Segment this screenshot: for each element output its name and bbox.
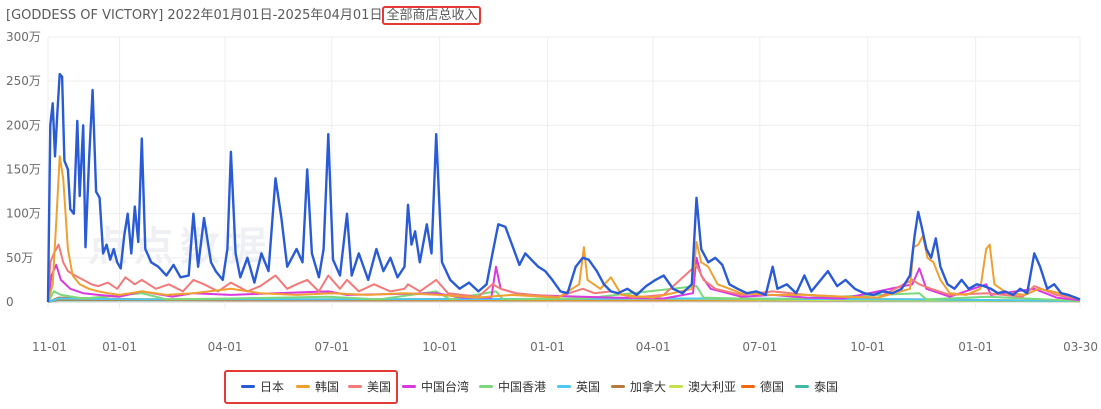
legend-label: 泰国 — [814, 380, 839, 394]
x-tick-label: 03-30 — [1063, 340, 1098, 354]
x-tick-label: 01-01 — [102, 340, 137, 354]
legend-swatch — [611, 385, 625, 388]
legend-swatch — [402, 385, 416, 388]
legend-item-canada[interactable]: 加拿大 — [611, 378, 666, 394]
legend-item-korea[interactable]: 韩国 — [296, 378, 339, 394]
x-tick-label: 04-01 — [208, 340, 243, 354]
legend-item-australia[interactable]: 澳大利亚 — [669, 378, 736, 394]
x-tick-label: 07-01 — [742, 340, 777, 354]
x-tick-label: 01-01 — [530, 340, 565, 354]
x-tick-label: 04-01 — [636, 340, 671, 354]
legend-label: 加拿大 — [630, 380, 667, 394]
y-tick-label: 300万 — [6, 30, 41, 44]
series-line-uk — [47, 297, 1081, 303]
y-tick-label: 250万 — [6, 74, 41, 88]
legend-item-germany[interactable]: 德国 — [741, 378, 784, 394]
legend-label: 中国台湾 — [421, 380, 470, 394]
legend-swatch — [741, 385, 755, 388]
legend-label: 英国 — [576, 380, 601, 394]
legend-swatch — [557, 385, 571, 388]
legend-swatch — [241, 385, 255, 388]
legend-highlight-box — [224, 370, 398, 404]
series-line-korea — [47, 155, 1081, 303]
y-tick-label: 150万 — [6, 163, 41, 177]
legend-item-japan[interactable]: 日本 — [241, 378, 284, 394]
legend-swatch — [479, 385, 493, 388]
x-tick-label: 07-01 — [314, 340, 349, 354]
legend-label: 美国 — [367, 380, 392, 394]
legend-swatch — [296, 385, 310, 388]
legend-item-uk[interactable]: 英国 — [557, 378, 600, 394]
legend-label: 德国 — [760, 380, 785, 394]
series-line-japan — [46, 72, 1081, 303]
legend-item-taiwan[interactable]: 中国台湾 — [402, 378, 469, 394]
legend-swatch — [795, 385, 809, 388]
legend-label: 日本 — [260, 380, 285, 394]
x-tick-label: 01-01 — [958, 340, 993, 354]
legend-label: 澳大利亚 — [688, 380, 737, 394]
y-tick-label: 0 — [6, 295, 14, 309]
legend-swatch — [348, 385, 362, 388]
legend-label: 韩国 — [315, 380, 340, 394]
revenue-line-chart: 300万 250万 200万 150万 100万 50万 0 11-01 01-01 04-01 0… — [6, 30, 1098, 354]
x-tick-label: 10-01 — [850, 340, 885, 354]
legend-item-thailand[interactable]: 泰国 — [795, 378, 838, 394]
x-tick-label: 10-01 — [422, 340, 457, 354]
x-tick-label: 11-01 — [32, 340, 67, 354]
y-tick-label: 200万 — [6, 118, 41, 132]
legend-label: 中国香港 — [498, 380, 547, 394]
legend-item-usa[interactable]: 美国 — [348, 378, 391, 394]
chart-title-highlight: 全部商店总收入 — [382, 6, 482, 25]
chart-title: [GODDESS OF VICTORY] 2022年01月01日-2025年04… — [6, 4, 482, 25]
chart-title-prefix: [GODDESS OF VICTORY] 2022年01月01日-2025年04… — [6, 8, 383, 23]
legend-swatch — [669, 385, 683, 388]
legend-item-hongkong[interactable]: 中国香港 — [479, 378, 546, 394]
y-tick-label: 100万 — [6, 207, 41, 221]
y-tick-label: 50万 — [6, 251, 33, 265]
